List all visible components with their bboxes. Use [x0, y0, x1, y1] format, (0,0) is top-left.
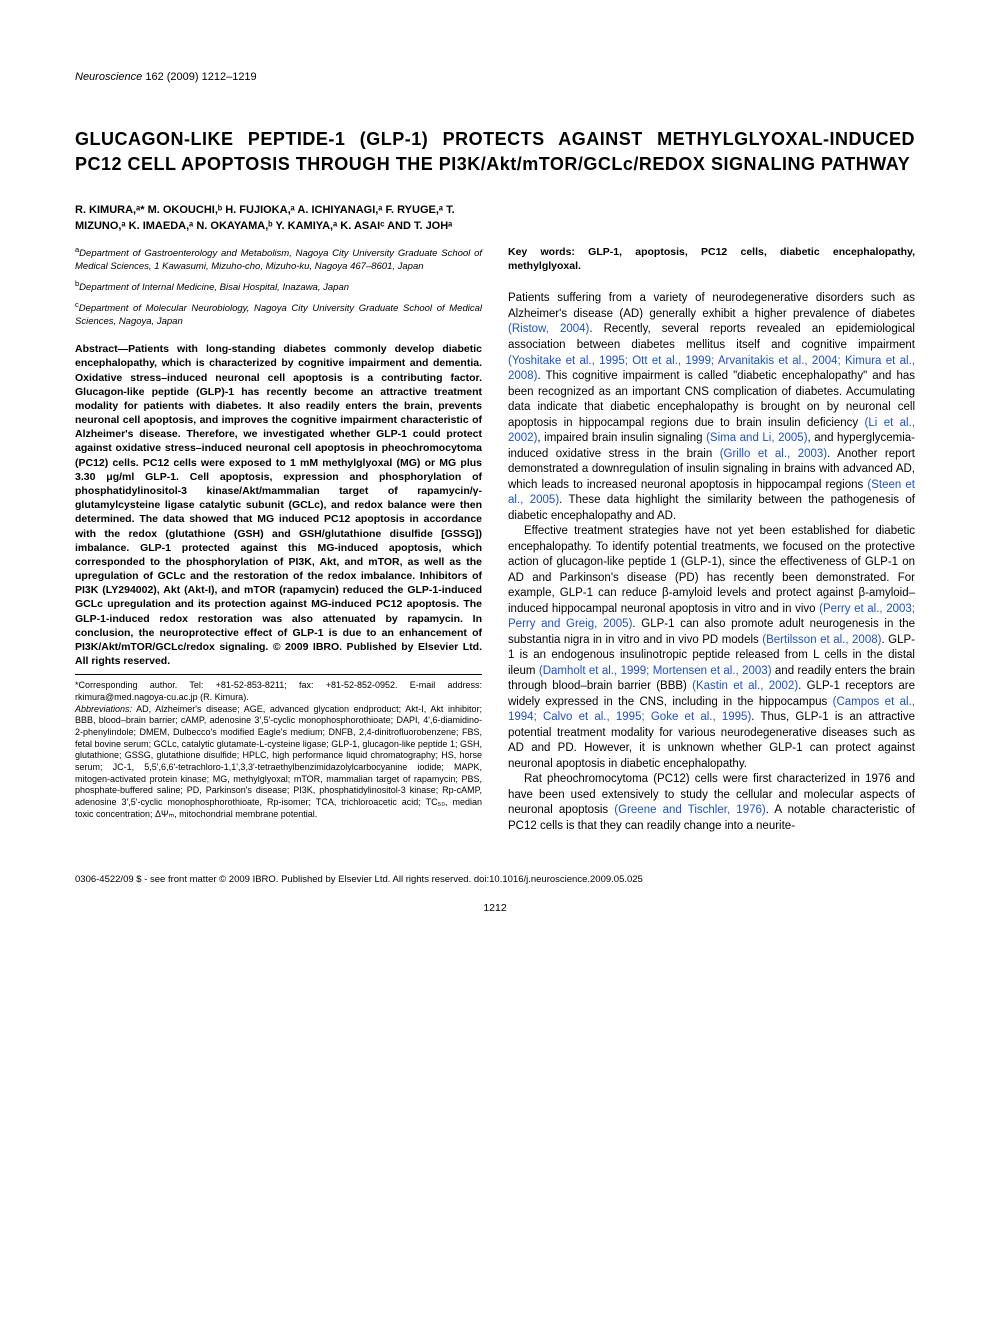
citation[interactable]: (Grillo et al., 2003) [720, 448, 827, 460]
citation[interactable]: (Bertilsson et al., 2008) [762, 634, 881, 646]
journal-volume: 162 [145, 71, 163, 83]
journal-pages: 1212–1219 [202, 71, 257, 83]
citation[interactable]: (Kastin et al., 2002) [692, 680, 798, 692]
citation[interactable]: (Ristow, 2004) [508, 323, 589, 335]
footnote-divider [75, 674, 482, 675]
abbreviations-label: Abbreviations: [75, 704, 132, 714]
affiliation-a: aDepartment of Gastroenterology and Meta… [75, 245, 482, 273]
affil-text: Department of Molecular Neurobiology, Na… [75, 304, 482, 327]
journal-year: (2009) [167, 71, 199, 83]
journal-reference: Neuroscience 162 (2009) 1212–1219 [75, 70, 915, 85]
journal-name: Neuroscience [75, 71, 142, 83]
affil-text: Department of Gastroenterology and Metab… [75, 248, 482, 271]
intro-paragraph-3: Rat pheochromocytoma (PC12) cells were f… [508, 772, 915, 834]
abbreviations-block: Abbreviations: AD, Alzheimer's disease; … [75, 704, 482, 821]
citation[interactable]: (Sima and Li, 2005) [706, 432, 807, 444]
affiliation-c: cDepartment of Molecular Neurobiology, N… [75, 300, 482, 328]
intro-paragraph-1: Patients suffering from a variety of neu… [508, 291, 915, 524]
affiliation-b: bDepartment of Internal Medicine, Bisai … [75, 279, 482, 295]
keywords-block: Key words: GLP-1, apoptosis, PC12 cells,… [508, 245, 915, 273]
article-title: GLUCAGON-LIKE PEPTIDE-1 (GLP-1) PROTECTS… [75, 127, 915, 177]
corresponding-author: *Corresponding author. Tel: +81-52-853-8… [75, 680, 482, 703]
page-number: 1212 [75, 901, 915, 915]
intro-paragraph-2: Effective treatment strategies have not … [508, 524, 915, 772]
citation[interactable]: (Damholt et al., 1999; Mortensen et al.,… [539, 665, 772, 677]
copyright-doi: 0306-4522/09 $ - see front matter © 2009… [75, 874, 915, 887]
citation[interactable]: (Greene and Tischler, 1976) [614, 804, 765, 816]
affil-text: Department of Internal Medicine, Bisai H… [79, 282, 349, 293]
abstract-block: Abstract—Patients with long-standing dia… [75, 342, 482, 668]
abbreviations-text: AD, Alzheimer's disease; AGE, advanced g… [75, 704, 482, 819]
two-column-body: aDepartment of Gastroenterology and Meta… [75, 245, 915, 834]
author-list: R. KIMURA,ᵃ* M. OKOUCHI,ᵇ H. FUJIOKA,ᵃ A… [75, 203, 478, 235]
